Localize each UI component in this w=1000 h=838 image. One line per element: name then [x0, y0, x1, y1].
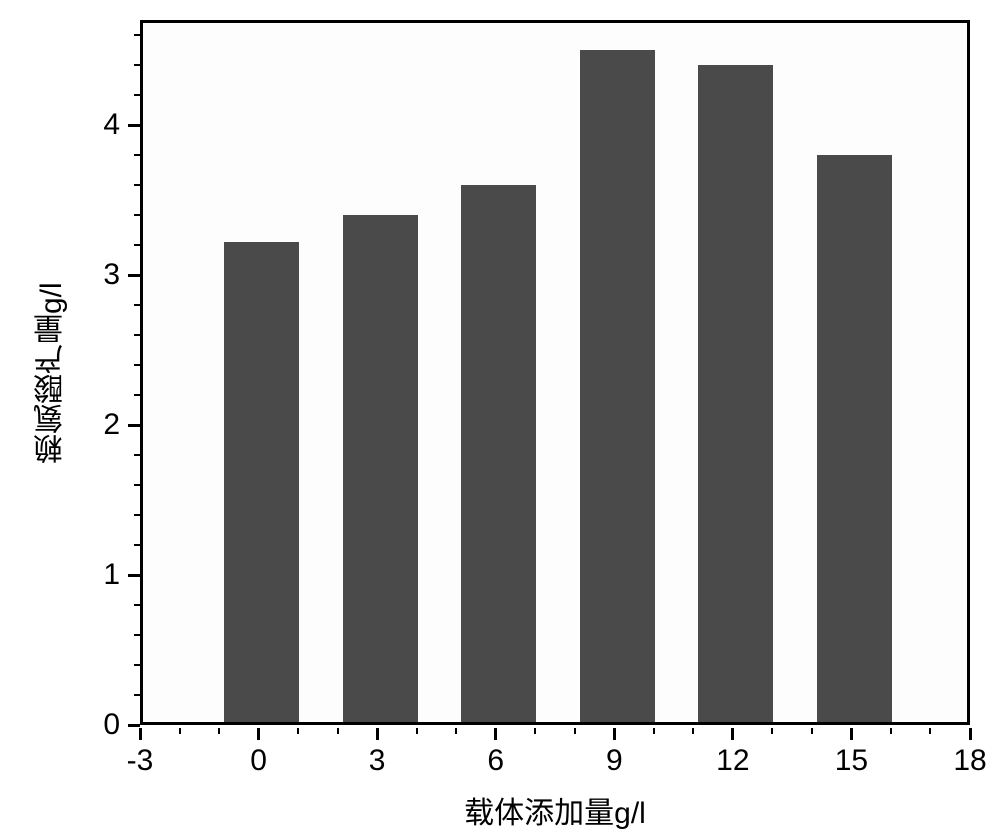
y-minor-tick [134, 34, 140, 36]
x-minor-tick [574, 728, 576, 734]
y-minor-tick [134, 304, 140, 306]
x-minor-tick [653, 728, 655, 734]
x-tick [850, 728, 853, 740]
bar [698, 65, 773, 722]
bar [343, 215, 418, 722]
y-minor-tick [134, 664, 140, 666]
y-tick [128, 574, 140, 577]
y-minor-tick [134, 394, 140, 396]
plot-area [140, 20, 970, 725]
y-tick-label: 3 [103, 258, 120, 292]
x-tick [731, 728, 734, 740]
bar-chart: 载体添加量g/l 赖氨酸产量g/l -3036912151801234 [0, 0, 1000, 838]
x-minor-tick [297, 728, 299, 734]
x-tick-label: 18 [953, 744, 986, 778]
y-minor-tick [134, 64, 140, 66]
bar [461, 185, 536, 722]
y-tick-label: 2 [103, 408, 120, 442]
y-minor-tick [134, 604, 140, 606]
y-minor-tick [134, 244, 140, 246]
x-minor-tick [771, 728, 773, 734]
x-tick [494, 728, 497, 740]
x-tick [257, 728, 260, 740]
x-minor-tick [811, 728, 813, 734]
y-minor-tick [134, 154, 140, 156]
x-tick-label: 15 [835, 744, 868, 778]
y-minor-tick [134, 184, 140, 186]
y-minor-tick [134, 484, 140, 486]
bar [580, 50, 655, 722]
y-tick-label: 4 [103, 108, 120, 142]
y-minor-tick [134, 94, 140, 96]
x-tick-label: 6 [487, 744, 504, 778]
x-tick [376, 728, 379, 740]
x-minor-tick [890, 728, 892, 734]
y-tick-label: 0 [103, 708, 120, 742]
x-minor-tick [179, 728, 181, 734]
y-minor-tick [134, 334, 140, 336]
y-tick [128, 274, 140, 277]
y-minor-tick [134, 454, 140, 456]
x-tick [969, 728, 972, 740]
x-minor-tick [929, 728, 931, 734]
x-minor-tick [692, 728, 694, 734]
y-minor-tick [134, 214, 140, 216]
x-axis-label: 载体添加量g/l [464, 788, 646, 832]
x-tick [139, 728, 142, 740]
x-minor-tick [455, 728, 457, 734]
x-tick-label: 12 [716, 744, 749, 778]
x-tick-label: 0 [250, 744, 267, 778]
y-tick [128, 724, 140, 727]
x-minor-tick [416, 728, 418, 734]
x-minor-tick [534, 728, 536, 734]
y-minor-tick [134, 634, 140, 636]
y-minor-tick [134, 544, 140, 546]
y-tick [128, 424, 140, 427]
x-tick [613, 728, 616, 740]
y-minor-tick [134, 364, 140, 366]
x-minor-tick [218, 728, 220, 734]
x-tick-label: 9 [606, 744, 623, 778]
y-tick [128, 124, 140, 127]
x-minor-tick [337, 728, 339, 734]
bar [224, 242, 299, 722]
y-tick-label: 1 [103, 558, 120, 592]
y-minor-tick [134, 514, 140, 516]
bar [817, 155, 892, 722]
y-axis-label: 赖氨酸产量g/l [30, 263, 74, 483]
x-tick-label: 3 [369, 744, 386, 778]
y-minor-tick [134, 694, 140, 696]
x-tick-label: -3 [127, 744, 154, 778]
